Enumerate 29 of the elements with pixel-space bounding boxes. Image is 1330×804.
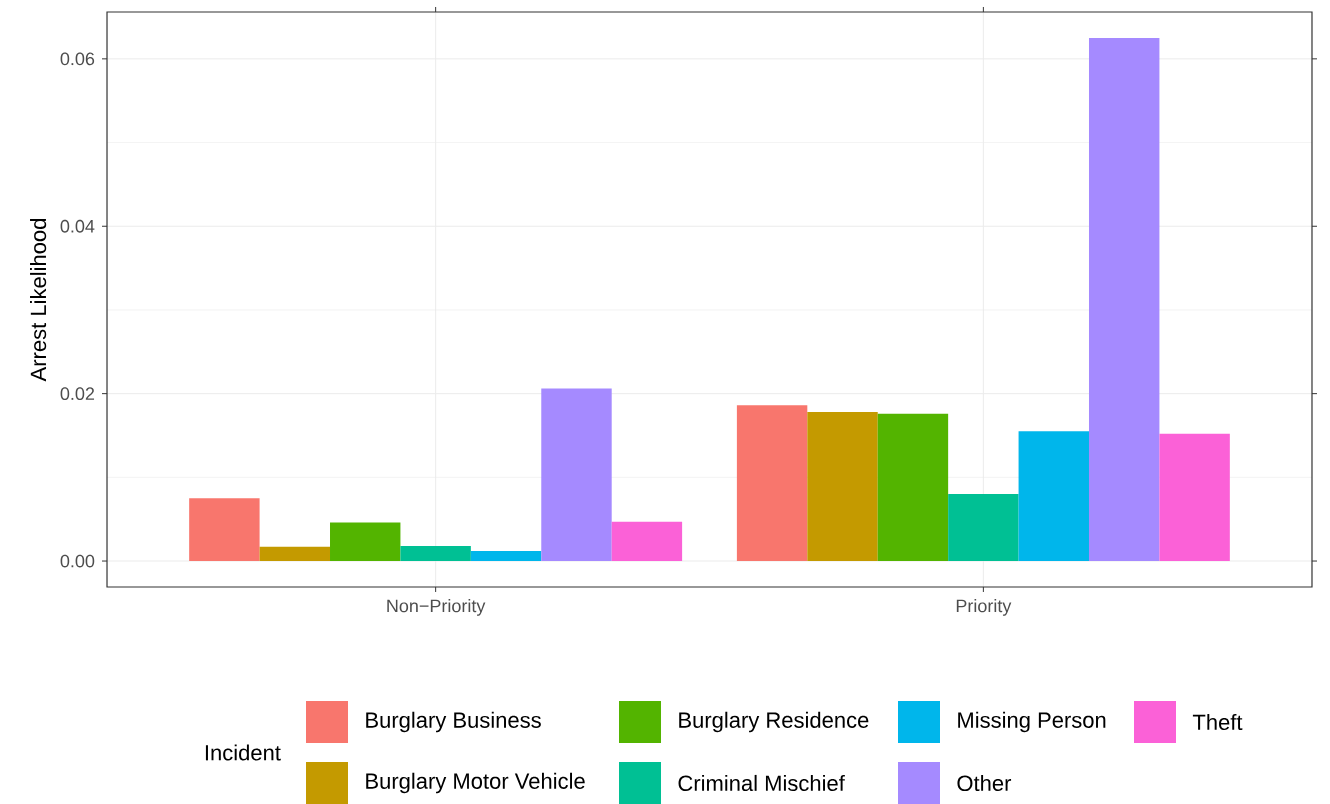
bar xyxy=(736,405,808,562)
bar xyxy=(470,551,542,562)
legend-label: Burglary Motor Vehicle xyxy=(366,772,585,794)
bar xyxy=(189,498,260,562)
x-tick-label: Non−Priority xyxy=(387,599,486,616)
legend-label: Theft xyxy=(1192,713,1243,731)
legend-label: Criminal Mischief xyxy=(678,774,845,792)
legend-label: Burglary Business xyxy=(366,711,541,733)
y-tick-label: 0.06 xyxy=(60,52,95,66)
bar xyxy=(330,522,401,562)
y-tick-label: 0.00 xyxy=(60,554,95,568)
x-tick-label: Priority xyxy=(956,599,1012,616)
bar xyxy=(807,412,878,562)
y-axis-title: Arrest Likelihood xyxy=(30,219,47,382)
bar xyxy=(1088,37,1160,562)
legend-label: Other xyxy=(957,774,1012,792)
bar xyxy=(611,521,683,562)
y-tick-label: 0.04 xyxy=(60,219,95,233)
legend-label: Burglary Residence xyxy=(679,711,869,733)
bar xyxy=(948,494,1019,562)
bar xyxy=(877,413,949,562)
bar xyxy=(1018,431,1089,562)
bar xyxy=(400,545,471,562)
bar xyxy=(1159,433,1230,562)
bar xyxy=(259,546,331,562)
bar xyxy=(541,388,612,562)
legend-label: Missing Person xyxy=(958,711,1106,733)
legend-title: Incident xyxy=(205,744,281,761)
y-tick-label: 0.02 xyxy=(60,387,95,401)
